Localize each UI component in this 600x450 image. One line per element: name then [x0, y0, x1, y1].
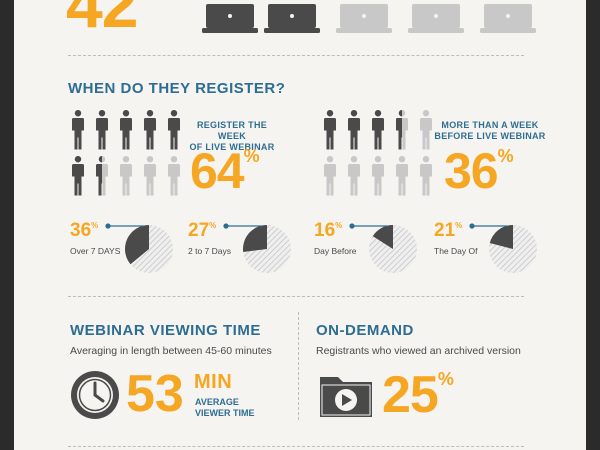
pie-value-slice	[125, 225, 149, 265]
breakdown-label: 2 to 7 Days	[188, 246, 231, 256]
laptop-icon	[480, 4, 536, 33]
clock-icon	[71, 371, 119, 419]
person-icon	[166, 156, 182, 196]
register-title: WHEN DO THEY REGISTER?	[68, 80, 286, 97]
viewing-minutes: 53	[126, 365, 184, 423]
person-icon	[166, 110, 182, 150]
person-icon	[70, 156, 86, 196]
person-icon	[418, 156, 434, 196]
viewing-unit: MIN	[194, 371, 233, 393]
breakdown-label: Over 7 DAYS	[70, 246, 121, 256]
person-icon	[118, 110, 134, 150]
breakdown-percent: 21%	[434, 220, 463, 241]
person-icon	[394, 110, 410, 150]
person-icon	[346, 110, 362, 150]
person-icon	[142, 110, 158, 150]
infographic-page: 42% WHEN DO THEY REGISTER? REGISTER THE …	[14, 0, 586, 450]
pie-connector	[469, 223, 508, 229]
person-icon	[322, 110, 338, 150]
column-divider	[298, 312, 299, 420]
week-caption: REGISTER THE WEEK OF LIVE WEBINAR	[189, 120, 275, 152]
breakdown-label: The Day Of	[434, 246, 478, 256]
person-icon	[94, 110, 110, 150]
laptop-icon	[202, 4, 258, 33]
viewing-subtitle: Averaging in length between 45-60 minute…	[70, 345, 272, 357]
pie-connector	[105, 223, 144, 229]
top-percent: 42%	[66, 0, 157, 41]
breakdown-pie	[369, 225, 417, 273]
person-icon	[418, 110, 434, 150]
breakdown-percent: 36%	[70, 220, 99, 241]
breakdown-percent: 16%	[314, 220, 343, 241]
ondemand-subtitle: Registrants who viewed an archived versi…	[316, 345, 521, 357]
laptop-icon	[336, 4, 392, 33]
ondemand-title: ON-DEMAND	[316, 322, 414, 339]
person-icon	[118, 156, 134, 196]
pie-value-slice	[243, 225, 267, 253]
ondemand-percent: 25%	[382, 366, 454, 424]
before-caption: MORE THAN A WEEK BEFORE LIVE WEBINAR	[434, 120, 546, 141]
pie-value-slice	[489, 225, 513, 249]
breakdown-pie	[243, 225, 291, 273]
section-divider	[68, 446, 524, 447]
person-icon	[322, 156, 338, 196]
section-divider	[68, 296, 524, 297]
section-divider	[68, 55, 524, 56]
breakdown-pie	[489, 225, 537, 273]
person-icon	[142, 156, 158, 196]
video-folder-icon	[320, 377, 372, 417]
person-icon	[94, 156, 110, 196]
breakdown-label: Day Before	[314, 246, 357, 256]
breakdown-percent: 27%	[188, 220, 217, 241]
pie-value-slice	[372, 225, 393, 249]
person-icon	[394, 156, 410, 196]
laptop-icon	[408, 4, 464, 33]
person-icon	[346, 156, 362, 196]
pie-connector	[349, 223, 388, 229]
person-icon	[70, 110, 86, 150]
pie-connector	[223, 223, 262, 229]
before-percent: 36%	[444, 143, 514, 199]
viewing-title: WEBINAR VIEWING TIME	[70, 322, 261, 339]
person-icon	[370, 156, 386, 196]
week-percent: 64%	[190, 143, 260, 199]
breakdown-pie	[125, 225, 173, 273]
viewing-label: AVERAGE VIEWER TIME	[195, 397, 255, 418]
person-icon	[370, 110, 386, 150]
laptop-icon	[264, 4, 320, 33]
